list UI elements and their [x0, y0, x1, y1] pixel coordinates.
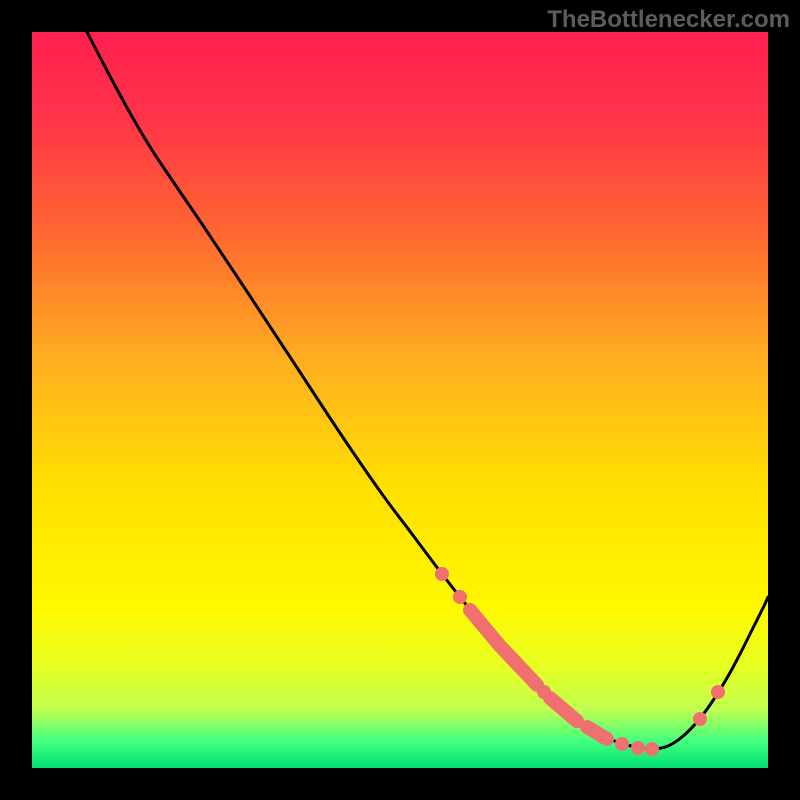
marker-dot: [693, 712, 707, 726]
gradient-background: [32, 32, 768, 768]
marker-dot: [711, 685, 725, 699]
marker-dot: [615, 737, 629, 751]
marker-dot: [435, 567, 449, 581]
watermark-text: TheBottlenecker.com: [547, 6, 790, 34]
marker-dot: [645, 742, 659, 756]
chart-svg: [32, 32, 768, 768]
marker-dot: [631, 741, 645, 755]
marker-dot: [453, 590, 467, 604]
plot-area: [32, 32, 768, 768]
